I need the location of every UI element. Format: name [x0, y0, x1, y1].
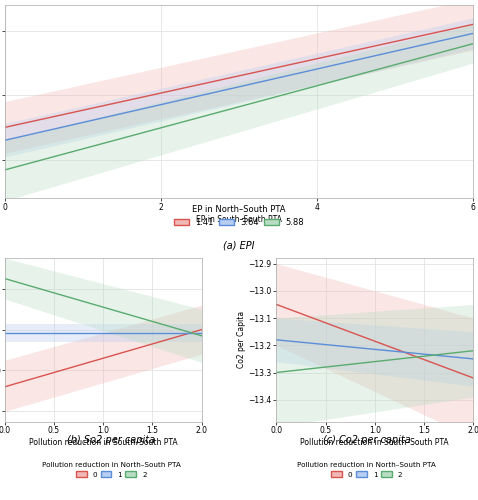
Legend: 1.41, 3.64, 5.88: 1.41, 3.64, 5.88 [174, 204, 304, 227]
X-axis label: Pollution reduction in South–South PTA: Pollution reduction in South–South PTA [29, 438, 177, 447]
Y-axis label: Co2 per Capita: Co2 per Capita [237, 312, 246, 368]
Legend: 0, 1, 2: 0, 1, 2 [42, 462, 181, 477]
X-axis label: EP in South–South PTA: EP in South–South PTA [196, 215, 282, 224]
Text: (c) Co2 per capita: (c) Co2 per capita [323, 435, 411, 445]
Legend: 0, 1, 2: 0, 1, 2 [297, 462, 436, 477]
Text: (b) So2 per capita: (b) So2 per capita [67, 435, 155, 445]
Text: (a) EPI: (a) EPI [223, 240, 255, 250]
X-axis label: Pollution reduction in South–South PTA: Pollution reduction in South–South PTA [301, 438, 449, 447]
